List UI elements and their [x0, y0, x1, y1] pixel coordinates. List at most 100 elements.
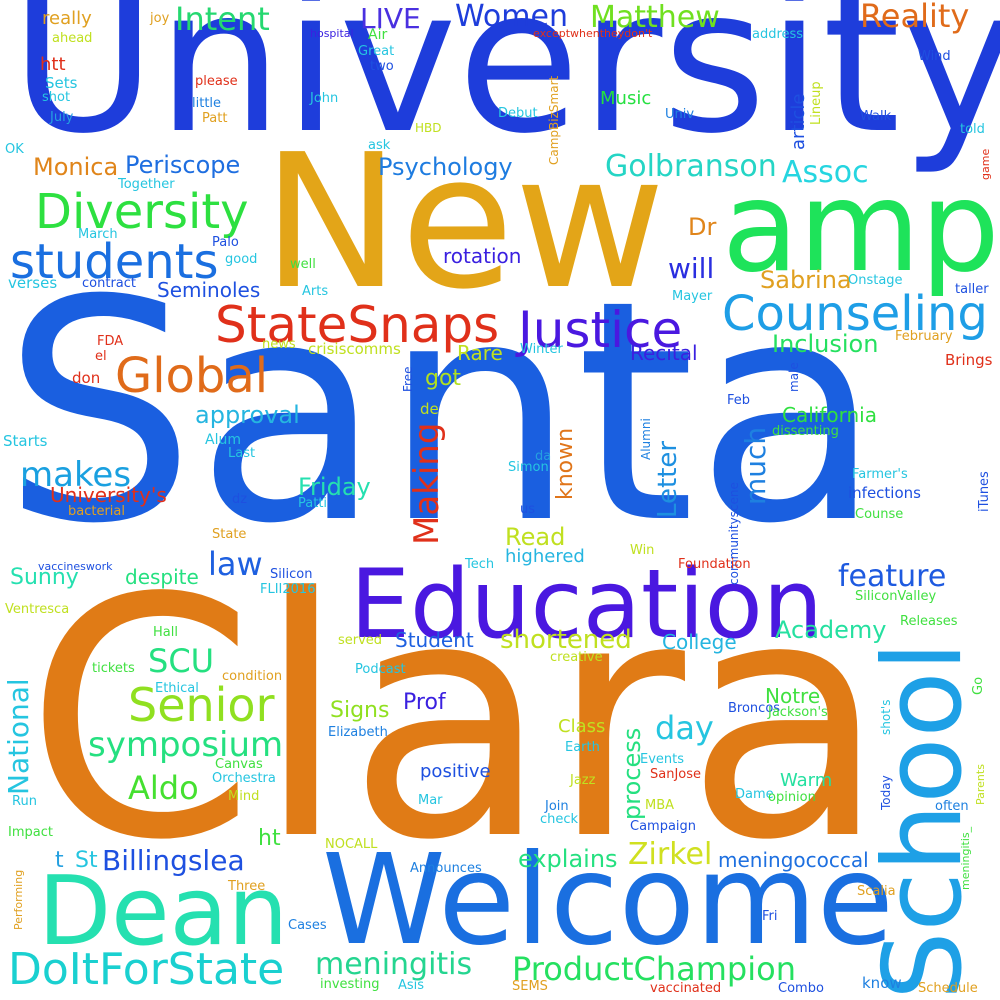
word-diversity: Diversity [35, 184, 249, 240]
word-cases: Cases [288, 918, 327, 933]
word-performing: Performing [12, 869, 25, 930]
word-know: know [862, 974, 902, 992]
word-asis: Asis [398, 978, 425, 993]
word-despite: despite [125, 565, 199, 589]
word-shots: shot's [879, 699, 893, 735]
word-warm: Warm [780, 770, 833, 791]
word-two: two [370, 59, 394, 74]
word-students: students [10, 234, 219, 290]
word-doitforstate: DoItForState [8, 944, 285, 995]
word-senior: Senior [128, 678, 275, 732]
word-lineup: Lineup [809, 81, 824, 125]
word-makes: makes [20, 455, 132, 495]
word-read: Read [505, 523, 566, 551]
word-jazz: Jazz [570, 773, 596, 788]
word-meningococcal: meningococcal [718, 848, 869, 872]
word-dame: Dame [735, 787, 774, 802]
word-please: please [195, 74, 238, 89]
word-verses: verses [8, 274, 58, 292]
word-go: Go [971, 676, 986, 695]
word-well: well [290, 257, 316, 272]
word-joy: joy [150, 11, 170, 26]
word-itunes: Counse [855, 507, 904, 522]
word-broncos: Broncos [728, 701, 781, 716]
word-dz: dz [232, 492, 248, 507]
word-psychology: Psychology [378, 153, 513, 181]
word-new: New [262, 114, 666, 330]
word-approval: approval [195, 401, 300, 429]
word-silicon: Silicon [270, 567, 313, 582]
word-debut: Debut [498, 106, 538, 121]
word-dissenting: dissenting [772, 424, 839, 439]
word-feb: Feb [727, 393, 751, 408]
word-class: Class [558, 716, 606, 737]
word-de: de [420, 400, 439, 418]
word-schedule: Schedule [918, 981, 978, 996]
word-little: little [192, 96, 222, 111]
word-us: us [520, 502, 536, 517]
word-hbd: HBD [415, 121, 442, 135]
word-alumni: Alumni [639, 418, 653, 460]
word-reality: Reality [860, 0, 970, 35]
word-intent: Intent [175, 0, 270, 38]
word-positive: positive [420, 761, 491, 782]
word-friday: Friday [298, 473, 371, 501]
word-tech: Tech [465, 557, 495, 572]
word-meningitis-underscore: meningitis_ [959, 826, 972, 890]
word-scu: SCU [148, 642, 215, 680]
word-el: el [95, 349, 107, 364]
word-rotation: rotation [443, 244, 522, 268]
word-siliconvalley: SiliconValley [855, 589, 937, 604]
word-air: Air [368, 27, 388, 43]
word-shot: shot [42, 90, 71, 105]
word-really: really [42, 8, 92, 29]
word-assoc: Assoc [782, 155, 869, 190]
word-patt: Patt [202, 111, 228, 126]
word-exceptwhentheydont: exceptwhentheydon't [533, 27, 653, 40]
word-great: Great [358, 44, 395, 59]
word-zirkel: Zirkel [628, 837, 713, 872]
word-join: Join [545, 799, 569, 814]
word-together: Together [118, 177, 175, 192]
word-taller: taller [955, 282, 989, 297]
word-st: St [75, 848, 98, 873]
word-sabrina: Sabrina [760, 266, 852, 294]
word-crisiscomms: crisiscomms [308, 340, 401, 358]
word-letter: Letter [653, 440, 683, 518]
word-ok: OK [5, 142, 24, 157]
word-periscope: Periscope [125, 151, 241, 179]
word-often: often [935, 799, 969, 814]
word-win: Win [630, 543, 655, 558]
word-htt: htt [40, 54, 66, 75]
word-walk: Walk [860, 109, 892, 124]
word-univ: Univ [665, 107, 695, 122]
word-symposium: symposium [88, 725, 284, 765]
word-feature: feature [838, 559, 947, 594]
word-march: March [78, 227, 118, 242]
word-billingslea: Billingslea [102, 844, 245, 877]
word-mar: Mar [418, 793, 443, 808]
word-day: day [655, 709, 714, 747]
word-alum: Alum [205, 432, 241, 448]
word-simon: Simon [508, 460, 549, 475]
word-scalia: Scalia [857, 884, 896, 899]
word-infections: infections [848, 484, 921, 502]
word-amp: amp [722, 155, 1000, 300]
word-july: July [50, 110, 74, 125]
word-welcome: Welcome [322, 828, 894, 973]
word-santa: Santa [2, 235, 883, 590]
word-male: male [787, 362, 801, 392]
word-parents: Parents [974, 764, 987, 805]
word-earth: Earth [565, 740, 600, 755]
word-fda: FDA [97, 334, 124, 349]
word-told: told [960, 122, 985, 137]
word-aldo: Aldo [128, 769, 199, 807]
word-elizabeth: Elizabeth [328, 725, 388, 740]
word-podcast: Podcast [355, 662, 406, 677]
word-sunny: Sunny [10, 565, 79, 590]
word-farmers: Farmer's [852, 467, 908, 482]
word-student: Student [395, 628, 474, 652]
word-clara: Clara [25, 528, 888, 912]
word-ask: ask [368, 138, 391, 153]
